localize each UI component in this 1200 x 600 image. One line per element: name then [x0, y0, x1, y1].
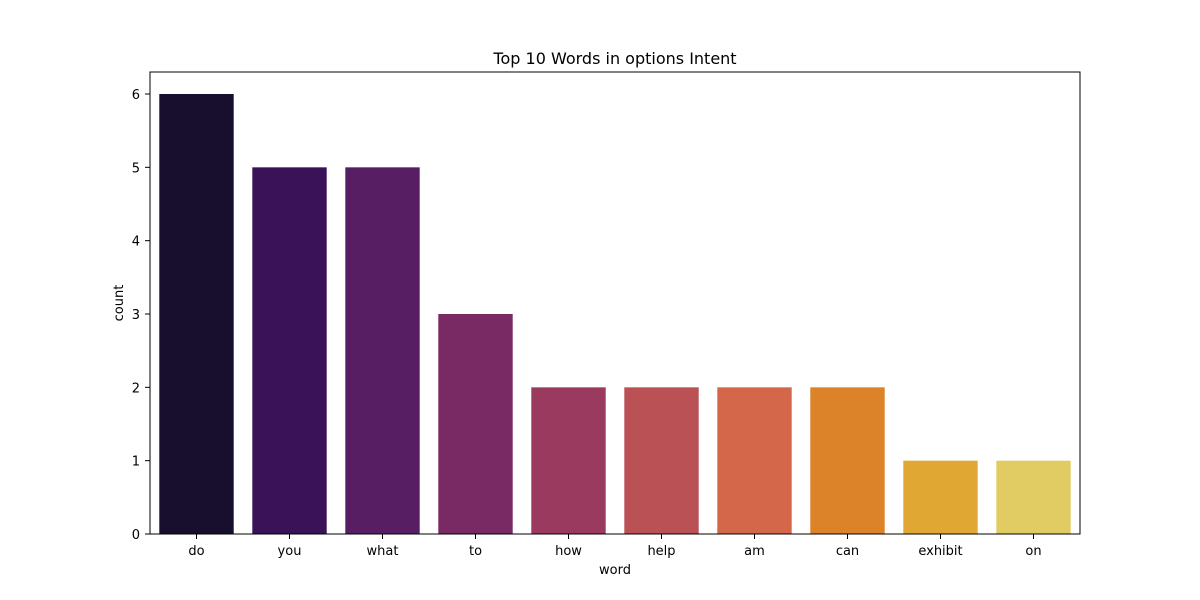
x-tick-label: do — [188, 544, 204, 559]
y-tick-label: 6 — [132, 88, 140, 103]
x-tick-label: exhibit — [918, 544, 962, 559]
x-tick-label: can — [836, 544, 859, 559]
chart-title: Top 10 Words in options Intent — [492, 49, 736, 68]
bar-do — [159, 94, 234, 534]
y-axis: 0 1 2 3 4 5 6 — [132, 88, 150, 543]
x-tick-label: you — [278, 544, 302, 559]
x-tick-label: am — [744, 544, 765, 559]
y-tick-label: 4 — [132, 235, 140, 250]
bar-how — [531, 387, 606, 534]
bars-group — [159, 94, 1071, 535]
y-tick-label: 2 — [132, 381, 140, 396]
plot-frame — [149, 71, 1081, 535]
x-tick-label: what — [367, 544, 399, 559]
bar-what — [345, 167, 420, 535]
bar-am — [717, 387, 792, 534]
x-tick-label: to — [469, 544, 482, 559]
bar-can — [810, 387, 885, 534]
bar-on — [996, 460, 1071, 534]
bar-help — [624, 387, 699, 534]
x-tick-label: how — [555, 544, 582, 559]
bar-to — [438, 314, 513, 534]
bar-exhibit — [903, 460, 978, 534]
x-tick-label: help — [647, 544, 675, 559]
x-tick-label: on — [1025, 544, 1041, 559]
y-tick-label: 0 — [132, 528, 140, 543]
y-axis-label: count — [112, 285, 127, 322]
y-tick-label: 5 — [132, 161, 140, 176]
y-tick-label: 1 — [132, 455, 140, 470]
y-tick-label: 3 — [132, 308, 140, 323]
bar-you — [252, 167, 327, 535]
x-axis: do you what to how help am can exhibit on — [188, 534, 1042, 559]
x-axis-label: word — [599, 563, 631, 578]
